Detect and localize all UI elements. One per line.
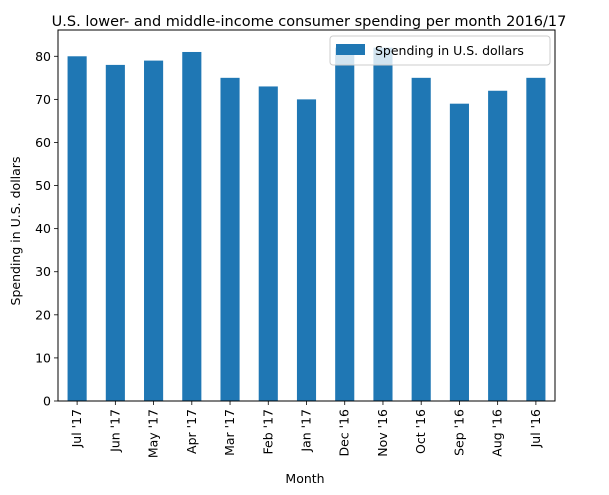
y-tick-label: 50 — [35, 178, 51, 193]
legend: Spending in U.S. dollars — [329, 35, 551, 66]
x-tick-label: Jun '17 — [107, 409, 122, 453]
bar — [411, 77, 431, 401]
x-tick-label: Jan '17 — [299, 409, 314, 453]
y-tick-label: 60 — [35, 135, 51, 150]
x-tick-label: Aug '16 — [490, 409, 505, 457]
bar — [182, 51, 202, 401]
bar — [488, 90, 508, 401]
bar — [105, 64, 125, 401]
y-tick-label: 20 — [35, 307, 51, 322]
x-tick-label: Feb '17 — [260, 409, 275, 454]
bar — [296, 99, 317, 401]
bar — [449, 103, 469, 402]
x-tick-label: Dec '16 — [337, 409, 352, 457]
bar — [144, 60, 164, 401]
x-tick-label: Jul '17 — [69, 409, 84, 448]
bar — [373, 47, 393, 402]
x-tick-label: Nov '16 — [375, 409, 390, 457]
legend-box — [329, 35, 551, 66]
y-tick-label: 0 — [43, 394, 51, 409]
bars-group — [67, 47, 546, 402]
plot-frame — [57, 29, 556, 402]
bar — [220, 77, 240, 401]
y-tick-label: 80 — [35, 49, 51, 64]
x-tick-label: Mar '17 — [222, 409, 237, 456]
legend-label: Spending in U.S. dollars — [375, 43, 524, 58]
x-tick-label: Oct '16 — [413, 409, 428, 454]
x-tick-label: Jul '16 — [528, 409, 543, 448]
bar — [258, 86, 278, 402]
y-axis-label: Spending in U.S. dollars — [8, 157, 23, 306]
x-tick-label: Apr '17 — [184, 409, 199, 454]
y-tick-label: 40 — [35, 221, 51, 236]
bar — [335, 47, 355, 402]
x-axis-label: Month — [285, 471, 324, 486]
x-tick-label: Sep '16 — [451, 409, 466, 456]
y-axis: 0 10 20 30 40 50 60 70 80 — [35, 49, 58, 409]
legend-swatch — [336, 44, 365, 55]
y-tick-label: 10 — [35, 350, 51, 365]
x-tick-label: May '17 — [146, 409, 161, 458]
bar — [526, 77, 546, 401]
x-axis: Jul '17 Jun '17 May '17 Apr '17 Mar '17 Feb '… — [69, 401, 543, 458]
y-tick-label: 70 — [35, 92, 51, 107]
bar — [67, 56, 87, 402]
chart-title: U.S. lower- and middle-income consumer s… — [52, 14, 567, 30]
y-tick-label: 30 — [35, 264, 51, 279]
